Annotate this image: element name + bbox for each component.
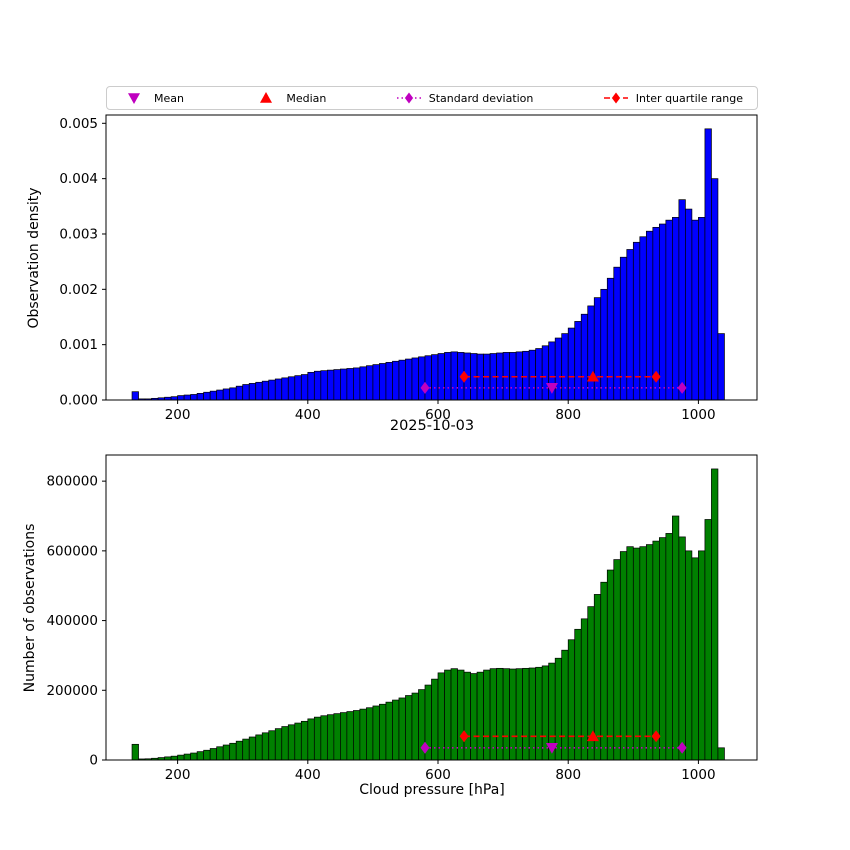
plot-title: 2025-10-03 <box>389 418 475 434</box>
svg-text:400000: 400000 <box>46 613 98 629</box>
svg-text:600: 600 <box>425 767 451 783</box>
x-axis-label: Cloud pressure [hPa] <box>359 782 505 798</box>
legend-label-standard-deviation: Standard deviation <box>428 91 534 105</box>
svg-text:0: 0 <box>89 753 98 769</box>
svg-text:0.005: 0.005 <box>59 116 98 132</box>
svg-text:600000: 600000 <box>46 543 98 559</box>
svg-text:200: 200 <box>165 767 191 783</box>
svg-text:800: 800 <box>555 407 581 423</box>
median-marker-icon <box>253 91 279 105</box>
svg-text:0.004: 0.004 <box>59 171 98 187</box>
legend-item-median: Median <box>253 91 326 105</box>
svg-text:200: 200 <box>165 407 191 423</box>
mean-marker-icon <box>121 91 147 105</box>
svg-text:0.001: 0.001 <box>59 337 98 353</box>
legend-item-standard-deviation: Standard deviation <box>396 91 534 105</box>
standard-deviation-marker-icon <box>396 91 422 105</box>
svg-text:400: 400 <box>295 767 321 783</box>
legend-label-inter-quartile-range: Inter quartile range <box>635 91 743 105</box>
legend-item-mean: Mean <box>121 91 184 105</box>
svg-text:1000: 1000 <box>681 407 715 423</box>
svg-text:0.002: 0.002 <box>59 282 98 298</box>
svg-text:200000: 200000 <box>46 683 98 699</box>
legend-label-median: Median <box>286 91 327 105</box>
density-histogram-panel: 200 400 600 800 1000 0.000 0.001 0.002 0.003 0.00… <box>59 114 758 423</box>
svg-text:800000: 800000 <box>46 474 98 490</box>
legend: Mean Median Standard deviation Inter qua… <box>106 86 758 110</box>
svg-text:600: 600 <box>425 407 451 423</box>
legend-item-inter-quartile-range: Inter quartile range <box>603 91 743 105</box>
inter-quartile-range-marker-icon <box>603 91 629 105</box>
svg-text:400: 400 <box>295 407 321 423</box>
svg-text:0.003: 0.003 <box>59 226 98 242</box>
svg-text:800: 800 <box>555 767 581 783</box>
svg-text:0.000: 0.000 <box>59 393 98 409</box>
legend-label-mean: Mean <box>154 91 184 105</box>
svg-text:1000: 1000 <box>681 767 715 783</box>
count-histogram-panel: 200 400 600 800 1000 0 200000 400000 600000 80000… <box>46 454 758 783</box>
